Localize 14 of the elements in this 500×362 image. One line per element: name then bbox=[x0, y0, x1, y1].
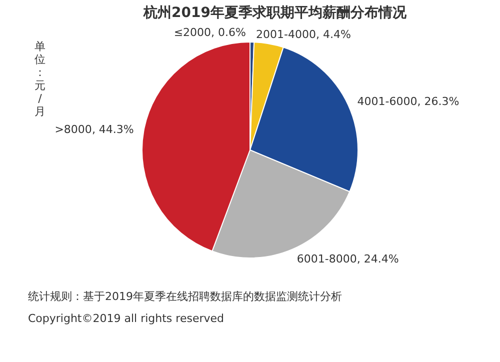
slice-label: ≤2000 bbox=[174, 26, 212, 39]
slice-label: 2001-4000 bbox=[256, 28, 316, 41]
data-label: , 0.6% bbox=[211, 26, 246, 39]
slice-label: 4001-6000 bbox=[357, 94, 418, 108]
data-label: , 26.3% bbox=[417, 94, 460, 108]
slice-label: 6001-8000 bbox=[296, 252, 357, 266]
data-label: , 44.3% bbox=[92, 122, 134, 136]
text: 单位：元/月 bbox=[34, 40, 46, 118]
chart-title: 杭州2019年夏季求职期平均薪酬分布情况 bbox=[142, 4, 408, 21]
data-label: , 4.4% bbox=[316, 28, 351, 41]
data-label: , 24.4% bbox=[356, 252, 399, 266]
text: Copyright©2019 all rights reserved bbox=[28, 312, 224, 325]
text: 统计规则：基于2019年夏季在线招聘数据库的数据监测统计分析 bbox=[28, 290, 342, 303]
slice-label: >8000 bbox=[54, 122, 92, 136]
